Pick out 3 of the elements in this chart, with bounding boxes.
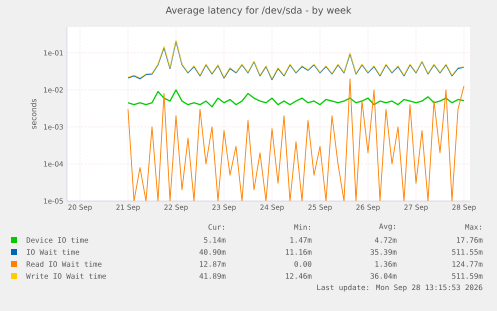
line-series [127,89,465,108]
line-series [128,78,464,202]
chart-title: Average latency for /dev/sda - by week [166,6,352,16]
